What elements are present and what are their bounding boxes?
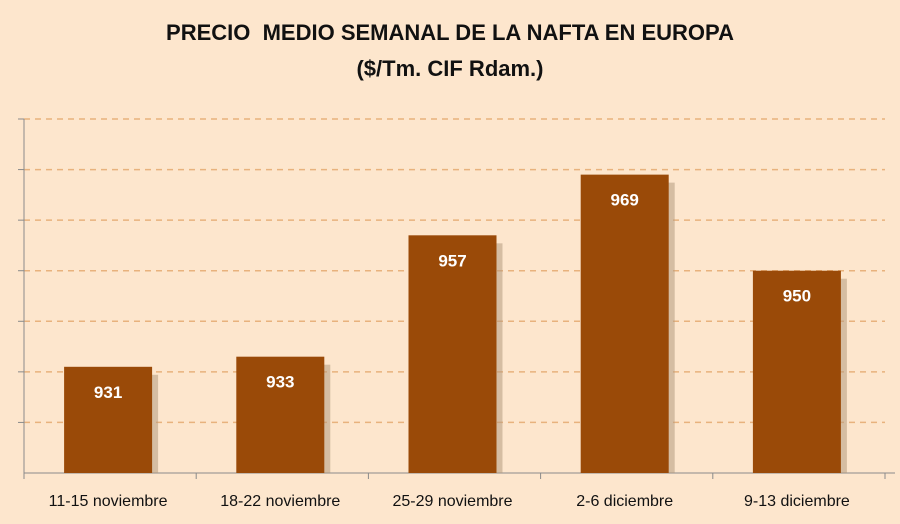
data-labels: 931 933 957 969 950 — [94, 191, 811, 402]
data-label: 931 — [94, 383, 122, 402]
data-label: 950 — [783, 287, 811, 306]
category-label: 18-22 noviembre — [220, 493, 340, 510]
chart-subtitle: ($/Tm. CIF Rdam.) — [356, 56, 544, 81]
data-label: 957 — [438, 251, 466, 270]
chart-title: PRECIO MEDIO SEMANAL DE LA NAFTA EN EURO… — [166, 20, 734, 45]
category-label: 9-13 diciembre — [744, 493, 850, 510]
category-labels: 11-15 noviembre 18-22 noviembre 25-29 novi… — [49, 493, 850, 510]
bar-3 — [580, 174, 669, 473]
data-label: 933 — [266, 373, 294, 392]
bars — [64, 174, 841, 473]
category-label: 25-29 noviembre — [392, 493, 512, 510]
category-label: 11-15 noviembre — [49, 493, 168, 510]
bar-0 — [64, 366, 153, 473]
bar-1 — [236, 356, 325, 473]
data-label: 969 — [611, 191, 639, 210]
bar-4 — [752, 270, 841, 473]
category-label: 2-6 diciembre — [576, 493, 673, 510]
bar-2 — [408, 235, 497, 473]
